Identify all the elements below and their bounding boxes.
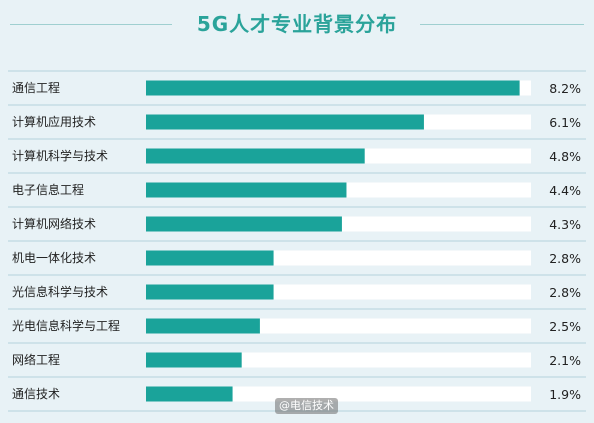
title-divider-left (10, 24, 172, 25)
bar (146, 216, 342, 232)
value-label: 8.2% (549, 81, 581, 96)
category-label: 机电一体化技术 (12, 251, 96, 265)
bar (146, 80, 520, 96)
category-label: 计算机应用技术 (12, 114, 96, 129)
category-label: 光电信息科学与工程 (12, 318, 120, 333)
chart-title: 5G人才专业背景分布 (196, 12, 398, 36)
category-label: 光信息科学与技术 (12, 284, 108, 299)
bar (146, 250, 274, 266)
bar (146, 386, 233, 402)
value-label: 4.4% (549, 183, 581, 198)
value-label: 2.8% (549, 285, 581, 300)
value-label: 4.8% (549, 149, 581, 164)
weibo-watermark: @电信技术 (275, 398, 338, 414)
value-label: 6.1% (549, 115, 581, 130)
category-label: 网络工程 (12, 352, 60, 367)
bar (146, 318, 260, 334)
chart-rows: 通信工程 8.2% 计算机应用技术 6.1% 计算机科学与技术 4.8% 电子信息工程 4.4… (8, 70, 586, 412)
value-label: 1.9% (549, 387, 581, 402)
category-label: 通信工程 (12, 80, 60, 95)
value-label: 4.3% (549, 217, 581, 232)
bar (146, 352, 242, 368)
bar-track (146, 352, 531, 368)
bar (146, 284, 274, 300)
category-label: 通信技术 (12, 387, 60, 401)
bar-track (146, 386, 531, 402)
bar (146, 114, 424, 130)
bar (146, 182, 347, 198)
category-label: 计算机科学与技术 (12, 148, 108, 163)
value-label: 2.8% (549, 251, 581, 266)
category-label: 计算机网络技术 (12, 216, 96, 231)
bar (146, 148, 365, 164)
title-divider-right (420, 24, 584, 25)
value-label: 2.1% (549, 353, 581, 368)
value-label: 2.5% (549, 319, 581, 334)
category-label: 电子信息工程 (12, 182, 84, 197)
